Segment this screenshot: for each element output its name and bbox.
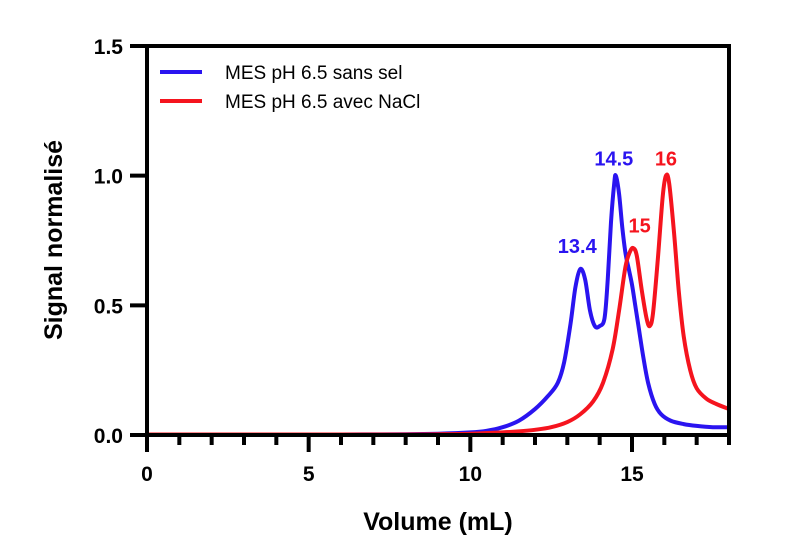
peak-label: 15 [628, 215, 650, 237]
ticks: 0 5 10 15 0.0 0.5 1.0 1.5 [94, 36, 731, 486]
y-tick-label: 1.5 [94, 36, 124, 59]
peak-label: 13.4 [558, 236, 598, 258]
y-axis-title: Signal normalisé [40, 140, 68, 340]
x-tick-label: 10 [459, 463, 482, 486]
annotations: 13.4 14.5 15 16 [558, 149, 677, 258]
x-tick-label: 5 [303, 463, 315, 486]
legend-label-sans-sel: MES pH 6.5 sans sel [225, 63, 402, 84]
x-tick-label: 15 [620, 463, 644, 486]
series-line-mes-ph-6-5-sans-sel [145, 173, 731, 437]
x-axis-title: Volume (mL) [363, 508, 513, 536]
series-line-mes-ph-6-5-avec-nacl [145, 172, 731, 437]
legend-label-avec-nacl: MES pH 6.5 avec NaCl [225, 92, 420, 113]
y-tick-label: 0.5 [94, 295, 124, 318]
plot-lines [145, 172, 731, 437]
x-tick-label: 0 [141, 463, 153, 486]
peak-label: 16 [655, 149, 677, 171]
y-tick-label: 0.0 [94, 425, 123, 448]
legend: MES pH 6.5 sans sel MES pH 6.5 avec NaCl [160, 63, 420, 113]
peak-label: 14.5 [594, 149, 633, 171]
y-tick-label: 1.0 [94, 166, 123, 189]
